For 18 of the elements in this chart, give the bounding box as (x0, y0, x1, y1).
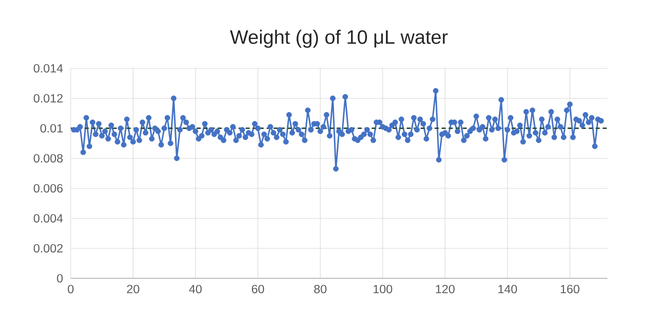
x-tick-label: 60 (252, 284, 264, 294)
x-tick-label: 160 (560, 284, 580, 294)
y-tick-label: 0.01 (40, 124, 63, 133)
y-tick-label: 0.014 (34, 64, 63, 73)
x-tick-label: 80 (314, 284, 326, 294)
x-tick-label: 20 (127, 284, 140, 294)
chart-title: Weight (g) of 10 μL water (230, 30, 448, 48)
x-tick-label: 100 (374, 284, 392, 294)
y-tick-label: 0.006 (34, 184, 63, 193)
y-tick-label: 0.002 (34, 244, 63, 253)
y-tick-label: 0.004 (34, 214, 63, 223)
y-tick-label: 0.012 (34, 94, 63, 103)
y-tick-label: 0.008 (34, 154, 63, 163)
x-tick-label: 0 (68, 284, 74, 294)
y-tick-label: 0 (57, 274, 63, 283)
x-tick-label: 140 (498, 284, 517, 294)
x-tick-label: 40 (189, 284, 202, 294)
x-tick-label: 120 (436, 284, 455, 294)
